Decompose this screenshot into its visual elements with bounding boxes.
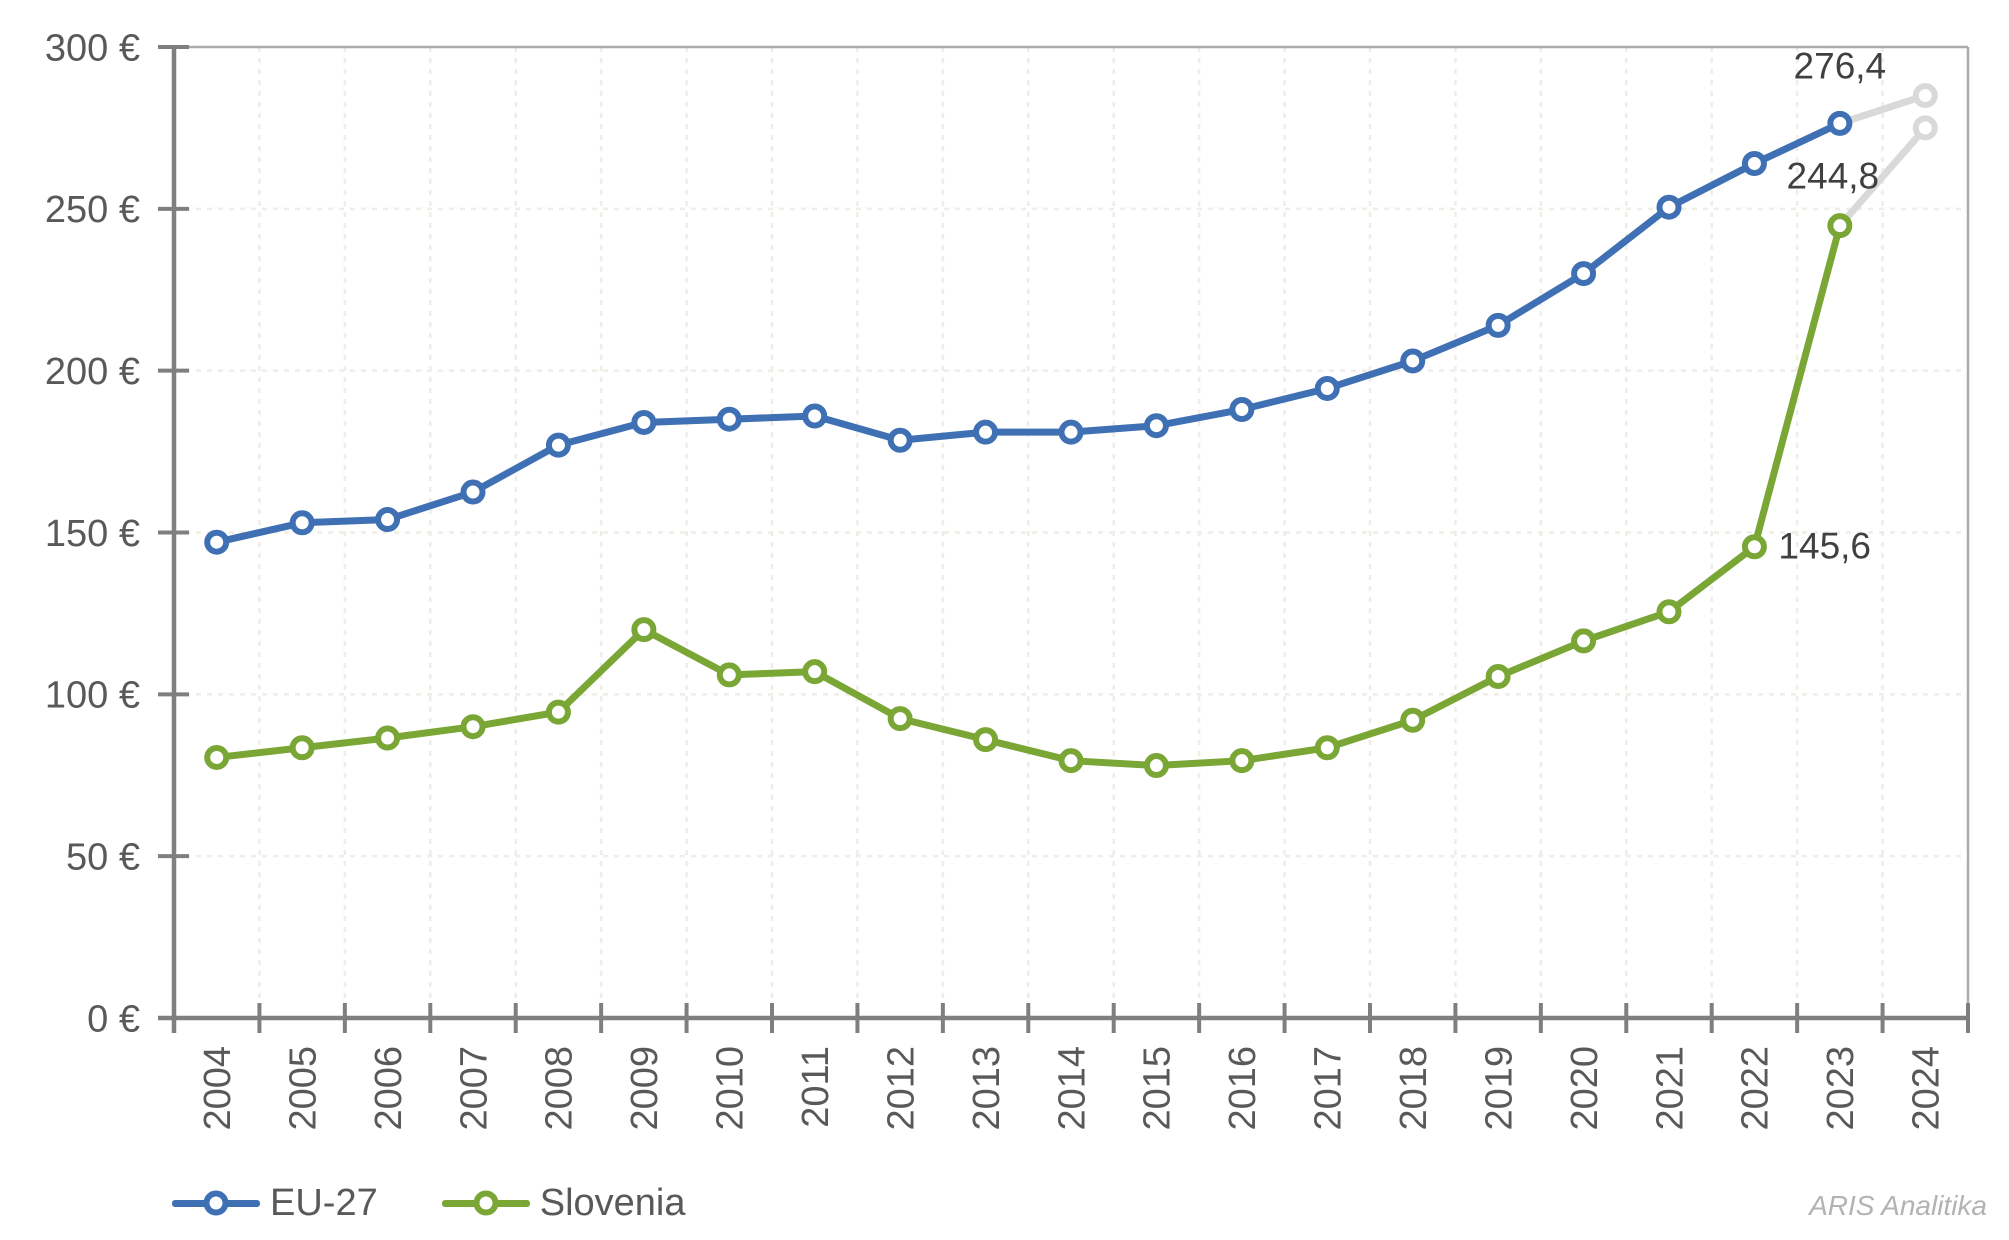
x-axis-label: 2006 [368,1046,410,1131]
x-axis-label: 2008 [539,1046,581,1131]
data-point-eu-27-2010 [716,406,742,432]
data-point-slovenia-2011 [802,659,828,685]
data-label: 145,6 [1778,526,1871,567]
data-label: 244,8 [1787,156,1880,197]
data-point-slovenia-2014 [1058,748,1084,774]
data-point-slovenia-2021 [1656,599,1682,625]
series-tail-slovenia [1836,124,1929,230]
x-axis-label: 2015 [1137,1046,1179,1131]
y-axis-label: 100 € [45,675,140,717]
data-point-slovenia-2018 [1400,707,1426,733]
data-point-slovenia-2019 [1485,664,1511,690]
data-point-eu-27-2016 [1229,397,1255,423]
data-point-slovenia-2013 [973,727,999,753]
y-axis-label: 250 € [45,189,140,231]
x-axis-label: 2004 [197,1046,239,1131]
data-point-slovenia-2006 [375,725,401,751]
data-point-slovenia-2005 [289,735,315,761]
data-point-eu-27-2005 [289,510,315,536]
x-axis-label: 2017 [1308,1046,1350,1131]
x-axis-label: 2023 [1820,1046,1862,1131]
legend-label: Slovenia [539,1182,686,1224]
data-point-eu-27-2015 [1143,413,1169,439]
x-axis-label: 2014 [1051,1046,1093,1131]
data-point-slovenia-2012 [887,706,913,732]
x-axis-label: 2005 [282,1046,324,1131]
data-point-slovenia-2007 [460,714,486,740]
data-point-slovenia-2015 [1143,753,1169,779]
data-point-slovenia-2020 [1571,628,1597,654]
legend-item-slovenia: Slovenia [441,1182,686,1224]
data-point-eu-27-2021 [1656,194,1682,220]
data-point-slovenia-2009 [631,617,657,643]
legend-line-marker-slovenia [441,1190,530,1216]
data-point-slovenia-2024 [1912,115,1938,141]
data-point-slovenia-2022 [1741,534,1767,560]
y-axis-label: 300 € [45,27,140,69]
x-axis-label: 2007 [453,1046,495,1131]
x-axis-label: 2022 [1735,1046,1777,1131]
data-point-eu-27-2013 [973,419,999,445]
series-tail-eu-27 [1836,92,1929,127]
y-axis-label: 0 € [87,998,140,1040]
data-point-eu-27-2004 [204,529,230,555]
legend-line-marker-eu-27 [172,1190,260,1216]
chart-legend: EU-27 Slovenia [172,1184,749,1222]
x-axis-label: 2013 [966,1046,1008,1131]
data-point-slovenia-2004 [204,744,230,770]
y-axis-label: 50 € [66,836,140,878]
data-point-eu-27-2018 [1400,348,1426,374]
x-axis-label: 2020 [1564,1046,1606,1131]
data-point-eu-27-2014 [1058,419,1084,445]
data-point-eu-27-2024 [1912,83,1938,109]
watermark: ARIS Analitika [1809,1190,1987,1221]
series-line-slovenia [213,222,1844,770]
legend-item-eu-27: EU-27 [172,1184,378,1222]
data-point-slovenia-2016 [1229,748,1255,774]
x-axis-label: 2011 [795,1046,837,1128]
data-point-eu-27-2006 [375,507,401,533]
y-axis-label: 200 € [45,351,140,393]
data-point-eu-27-2007 [460,479,486,505]
x-axis-label: 2009 [624,1046,666,1131]
x-axis-label: 2021 [1649,1046,1691,1131]
data-point-eu-27-2019 [1485,312,1511,338]
x-axis-label: 2016 [1222,1046,1264,1131]
data-point-slovenia-2010 [716,662,742,688]
legend-label: EU-27 [270,1182,378,1224]
x-axis-label: 2024 [1906,1046,1948,1131]
y-axis-label: 150 € [45,513,140,555]
x-axis-label: 2012 [880,1046,922,1131]
x-axis-label: 2019 [1478,1046,1520,1131]
data-point-eu-27-2017 [1314,375,1340,401]
data-label: 276,4 [1794,45,1887,86]
data-point-eu-27-2012 [887,427,913,453]
data-point-eu-27-2008 [545,432,571,458]
data-point-slovenia-2017 [1314,735,1340,761]
x-axis-label: 2018 [1393,1046,1435,1131]
data-point-eu-27-2009 [631,409,657,435]
data-point-eu-27-2020 [1571,261,1597,287]
series-line-eu-27 [213,119,1844,546]
data-point-slovenia-2023 [1827,213,1853,239]
x-axis-label: 2010 [710,1046,752,1131]
data-point-eu-27-2022 [1741,151,1767,177]
data-point-eu-27-2011 [802,403,828,429]
data-point-slovenia-2008 [545,699,571,725]
data-point-eu-27-2023 [1827,110,1853,136]
